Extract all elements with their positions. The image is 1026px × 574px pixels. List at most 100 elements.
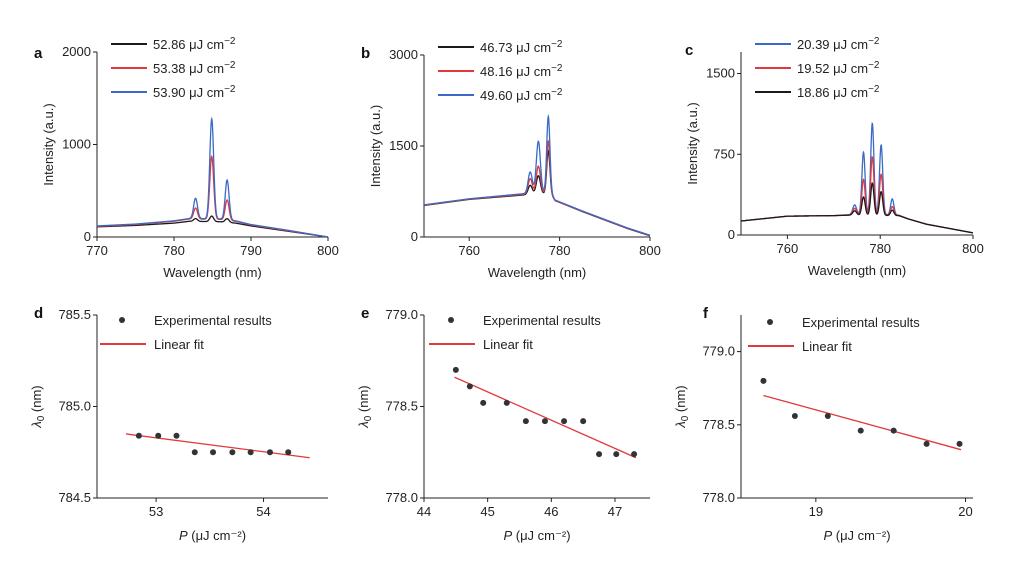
x-axis-title: P (μJ cm⁻²) [503, 528, 570, 543]
y-tick-label: 785.0 [58, 399, 91, 414]
data-point [580, 418, 587, 425]
data-point [923, 440, 930, 447]
y-axis-title: Intensity (a.u.) [41, 103, 56, 185]
y-tick-label: 778.0 [702, 490, 735, 505]
x-tick-label: 780 [869, 241, 891, 256]
data-point [247, 449, 254, 456]
panel-label-a: a [34, 45, 43, 62]
legend-label: 20.39 μJ cm−2 [797, 36, 880, 52]
series-line-c-2 [741, 182, 973, 234]
y-tick-label: 779.0 [385, 307, 418, 322]
legend-marker [767, 319, 773, 325]
y-axis-title: λ0 (nm) [29, 385, 47, 428]
y-tick-label: 779.0 [702, 344, 735, 359]
data-point [613, 451, 620, 458]
x-tick-label: 44 [417, 504, 431, 519]
panel-e: e 44 45 46 47 778.0 778.5 779.0 P (μJ cm⁻²) λ0 (n… [356, 305, 650, 543]
data-point [857, 427, 864, 434]
data-point [890, 427, 897, 434]
panel-label-d: d [34, 305, 43, 322]
x-tick-label: 790 [240, 243, 262, 258]
data-point [631, 451, 638, 458]
y-tick-label: 1000 [62, 137, 91, 152]
x-tick-label: 780 [163, 243, 185, 258]
x-tick-label: 800 [317, 243, 339, 258]
panel-c: c 760 780 800 0 750 1500 Wavelength (nm) Intensi… [685, 36, 984, 278]
x-tick-label: 53 [149, 504, 163, 519]
legend-label: 19.52 μJ cm−2 [797, 60, 880, 76]
x-tick-label: 45 [480, 504, 494, 519]
linear-fit-line [763, 394, 962, 451]
x-tick-label: 46 [544, 504, 558, 519]
panel-label-f: f [703, 305, 709, 322]
legend-label: 53.38 μJ cm−2 [153, 60, 236, 76]
x-tick-label: 760 [777, 241, 799, 256]
x-tick-label: 19 [809, 504, 823, 519]
data-point [210, 449, 217, 456]
data-point [541, 418, 548, 425]
x-axis-title: Wavelength (nm) [808, 263, 907, 278]
series-line-b-2 [424, 113, 650, 236]
legend-label-experimental: Experimental results [802, 315, 920, 330]
linear-fit-line [454, 376, 637, 459]
data-point [173, 432, 180, 439]
legend-label-fit: Linear fit [483, 337, 533, 352]
legend-label: 18.86 μJ cm−2 [797, 84, 880, 100]
series-line-c-1 [741, 155, 973, 234]
x-tick-label: 770 [86, 243, 108, 258]
y-tick-label: 0 [84, 229, 91, 244]
series-line-a-1 [97, 154, 328, 237]
y-tick-label: 778.5 [702, 417, 735, 432]
x-axis-title: Wavelength (nm) [163, 265, 262, 280]
data-point [266, 449, 273, 456]
y-tick-label: 1500 [389, 138, 418, 153]
y-tick-label: 778.0 [385, 490, 418, 505]
panel-f: f 19 20 778.0 778.5 779.0 P (μJ cm⁻²) λ0 (nm) Ex… [673, 305, 973, 543]
y-tick-label: 0 [411, 229, 418, 244]
y-tick-label: 0 [728, 227, 735, 242]
x-tick-label: 800 [962, 241, 984, 256]
y-tick-label: 1500 [706, 66, 735, 81]
data-point [760, 377, 767, 384]
legend-marker [448, 317, 454, 323]
legend-label: 53.90 μJ cm−2 [153, 84, 236, 100]
series-line-c-0 [741, 122, 973, 234]
x-tick-label: 47 [608, 504, 622, 519]
y-tick-label: 750 [713, 146, 735, 161]
panel-d: d 53 54 784.5 785.0 785.5 P (μJ cm⁻²) λ0 (nm) Ex… [29, 305, 328, 543]
data-point [155, 432, 162, 439]
x-axis-title: Wavelength (nm) [488, 265, 587, 280]
panel-label-c: c [685, 42, 693, 59]
data-point [503, 399, 510, 406]
y-tick-label: 785.5 [58, 307, 91, 322]
legend-label-fit: Linear fit [802, 339, 852, 354]
x-tick-label: 800 [639, 243, 661, 258]
legend-label: 49.60 μJ cm−2 [480, 87, 563, 103]
linear-fit-line [125, 433, 310, 459]
legend-marker [119, 317, 125, 323]
x-tick-label: 20 [958, 504, 972, 519]
x-axis-title: P (μJ cm⁻²) [823, 528, 890, 543]
y-tick-label: 784.5 [58, 490, 91, 505]
data-point [522, 418, 529, 425]
data-point [561, 418, 568, 425]
y-tick-label: 778.5 [385, 399, 418, 414]
data-point [285, 449, 292, 456]
panel-label-b: b [361, 45, 370, 62]
data-point [229, 449, 236, 456]
panel-a: a 770 780 790 800 0 1000 2000 Wavelength (nm) Int… [34, 36, 339, 280]
panel-label-e: e [361, 305, 369, 322]
data-point [135, 432, 142, 439]
y-axis-title: λ0 (nm) [673, 385, 691, 428]
legend-label-experimental: Experimental results [154, 313, 272, 328]
series-line-a-2 [97, 116, 328, 237]
legend-label: 46.73 μJ cm−2 [480, 39, 563, 55]
x-tick-label: 780 [549, 243, 571, 258]
series-line-a-0 [97, 215, 328, 237]
data-point [466, 383, 473, 390]
legend-label: 52.86 μJ cm−2 [153, 36, 236, 52]
legend-label-fit: Linear fit [154, 337, 204, 352]
data-point [791, 413, 798, 420]
data-point [480, 399, 487, 406]
